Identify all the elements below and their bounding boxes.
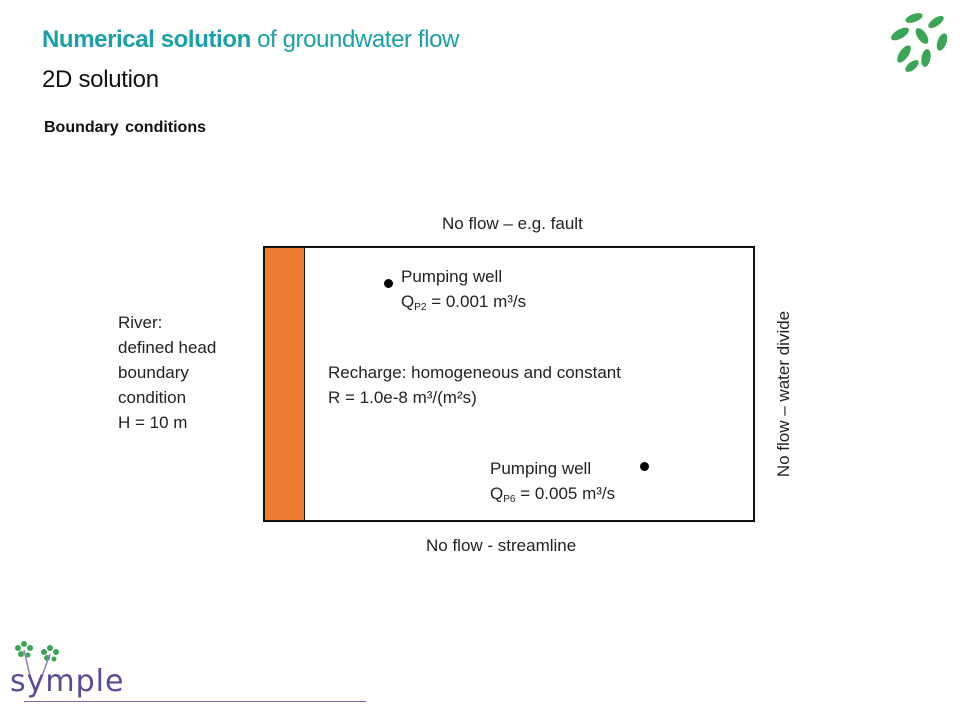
symple-logo-text: symple [10, 664, 125, 699]
page-subtitle: 2D solution [42, 66, 159, 93]
river-line-2: defined head [118, 338, 217, 357]
well-1-rate: QP2 = 0.001 m³/s [401, 289, 526, 320]
river-boundary-strip [265, 248, 305, 520]
well-1-title: Pumping well [401, 267, 503, 286]
pumping-well-1-marker [384, 279, 393, 288]
well-1-q: Q [401, 292, 415, 311]
well-2-title: Pumping well [490, 459, 592, 478]
well-1-q-sub: P2 [414, 302, 427, 313]
recharge-description: Recharge: homogeneous and constant R = 1… [328, 360, 621, 410]
page-title-rest: of groundwater flow [250, 26, 459, 53]
bottom-boundary-label: No flow - streamline [426, 536, 577, 555]
river-description: River: defined head boundary condition H… [118, 310, 216, 435]
well-2-rate: QP6 = 0.005 m³/s [490, 481, 615, 512]
model-domain-box [263, 246, 755, 522]
pumping-well-2-marker [640, 462, 649, 471]
recharge-line-1: Recharge: homogeneous and constant [328, 363, 621, 382]
well-1-q-value: = 0.001 m³/s [426, 292, 527, 311]
leaf-logo-icon [891, 13, 948, 72]
footer-divider [24, 701, 366, 702]
pumping-well-2-label: Pumping well QP6 = 0.005 m³/s [490, 456, 615, 512]
well-2-q-value: = 0.005 m³/s [515, 484, 616, 503]
section-heading: Boundary conditions [44, 119, 206, 136]
pumping-well-1-label: Pumping well QP2 = 0.001 m³/s [401, 264, 526, 320]
right-boundary-label: No flow – water divide [774, 310, 793, 478]
well-2-q-sub: P6 [503, 494, 516, 505]
river-line-3: boundary [118, 363, 189, 382]
river-line-5: H = 10 m [118, 413, 188, 432]
well-2-q: Q [490, 484, 504, 503]
recharge-line-2: R = 1.0e-8 m³/(m²s) [328, 388, 477, 407]
river-line-4: condition [118, 388, 187, 407]
top-boundary-label: No flow – e.g. fault [442, 214, 583, 233]
symple-logo-icon [15, 641, 59, 677]
river-line-1: River: [118, 313, 163, 332]
page-title-accent: Numerical solution [42, 26, 251, 53]
page-title: Numerical solution of groundwater flow [42, 26, 459, 54]
